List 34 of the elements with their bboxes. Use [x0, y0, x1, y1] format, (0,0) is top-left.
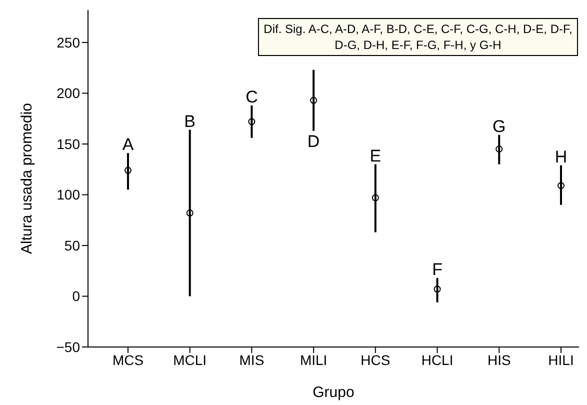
- y-axis-title: Altura usada promedio: [18, 103, 36, 254]
- x-tick-label: MCS: [112, 352, 144, 368]
- point: [496, 146, 503, 153]
- y-tick-label: 100: [56, 186, 80, 203]
- annotation: F: [432, 260, 442, 279]
- y-tick-label: 0: [72, 288, 80, 304]
- x-tick-label: MCLI: [173, 352, 207, 368]
- x-tick-label: MIS: [239, 352, 264, 368]
- x-tick-label: MILI: [300, 352, 328, 368]
- point: [558, 182, 564, 190]
- annotation: E: [370, 146, 382, 166]
- annotation: D: [307, 132, 320, 151]
- y-tick-label: −50: [56, 338, 80, 355]
- x-axis-title: Grupo: [312, 384, 354, 401]
- annotation: C: [246, 87, 258, 106]
- point: [186, 210, 194, 217]
- point: [124, 166, 132, 174]
- y-tick-label: 250: [56, 34, 80, 50]
- point: [310, 96, 318, 104]
- x-tick-label: HIS: [487, 352, 511, 368]
- x-tick-label: HCLI: [421, 352, 454, 368]
- point: [434, 286, 441, 293]
- y-tick-label: 200: [56, 85, 80, 102]
- point: [248, 118, 256, 126]
- x-tick-label: HILI: [548, 352, 574, 368]
- y-tick-label: 50: [64, 237, 80, 254]
- annotation: G: [492, 116, 506, 136]
- annotation: H: [554, 147, 568, 166]
- annotation: Dif. Sig. A-C, A-D, A-F, B-D, C-E, C-F, C-G, C-H, D-E, D-F, D-G, D-H, E-F, F-G, F-H, y G-H: [258, 18, 578, 56]
- annotation: A: [122, 135, 134, 154]
- y-tick-label: 150: [56, 136, 80, 152]
- annotation: B: [184, 112, 196, 131]
- x-tick-label: HCS: [360, 352, 390, 368]
- point: [372, 194, 379, 202]
